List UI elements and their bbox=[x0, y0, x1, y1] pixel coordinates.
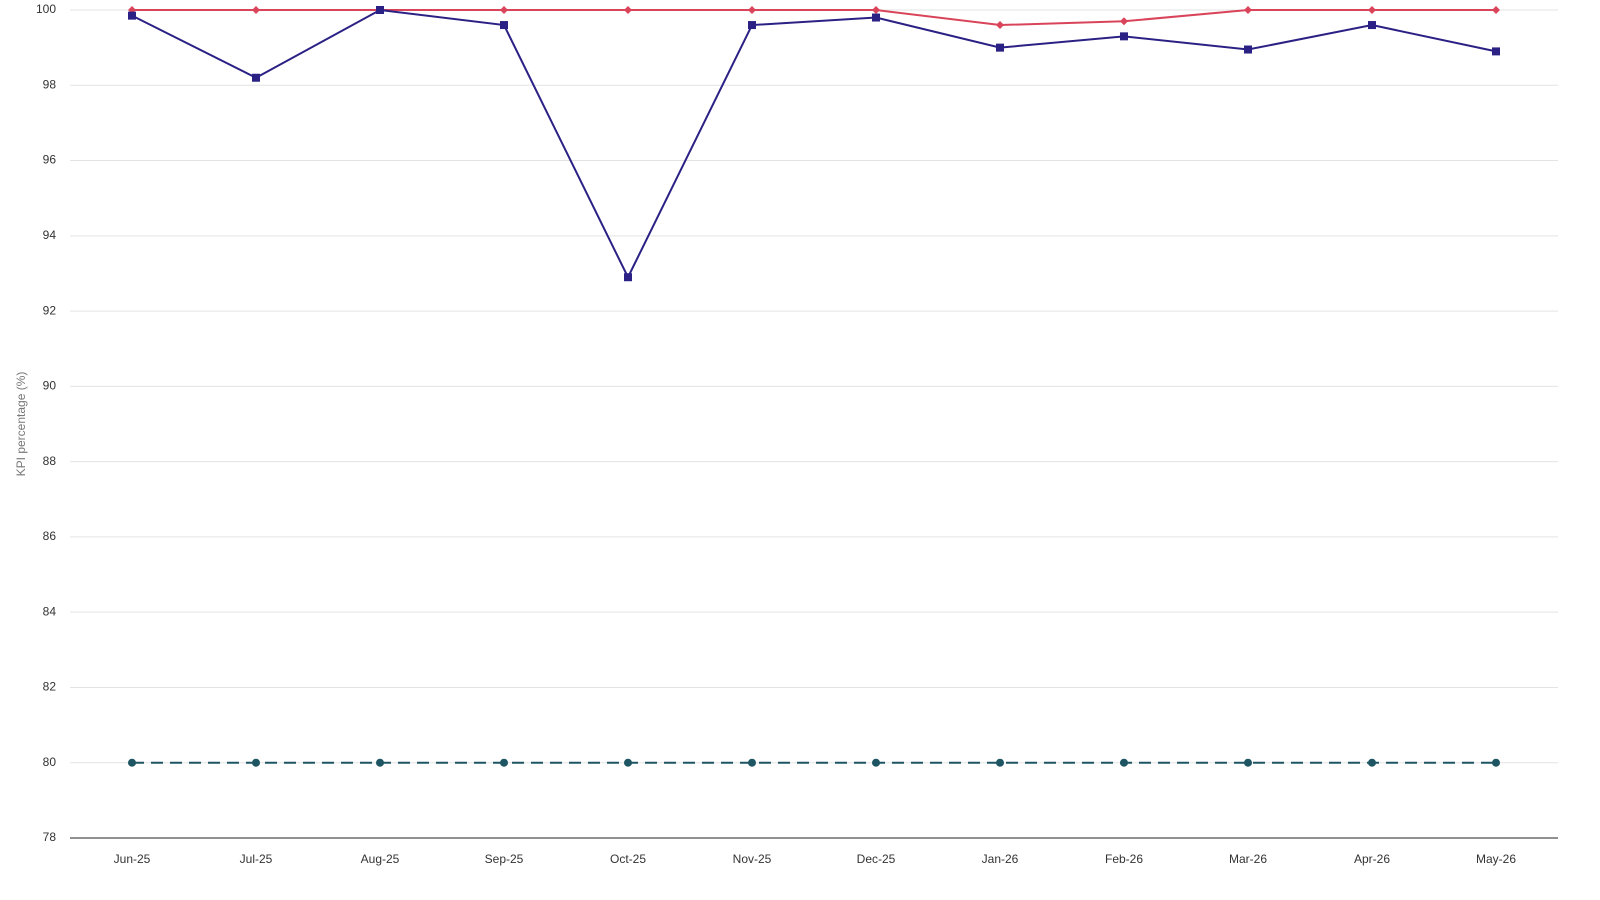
y-tick-label: 80 bbox=[43, 755, 57, 769]
x-tick-label: Oct-25 bbox=[610, 852, 646, 866]
x-tick-label: Jun-25 bbox=[114, 852, 151, 866]
point bbox=[376, 6, 384, 14]
series-line bbox=[132, 9, 1496, 27]
point bbox=[500, 6, 508, 14]
y-tick-label: 94 bbox=[43, 228, 57, 242]
point bbox=[128, 11, 136, 20]
point bbox=[1120, 758, 1128, 767]
point bbox=[252, 758, 260, 767]
point bbox=[872, 13, 880, 22]
x-tick-label: Jan-26 bbox=[982, 852, 1019, 866]
x-tick-label: Apr-26 bbox=[1354, 852, 1390, 866]
x-tick-label: Feb-26 bbox=[1105, 852, 1143, 866]
y-tick-label: 86 bbox=[43, 529, 57, 543]
point bbox=[1120, 32, 1128, 41]
point bbox=[624, 758, 632, 767]
point bbox=[1244, 45, 1252, 54]
y-tick-label: 84 bbox=[43, 604, 57, 618]
point bbox=[624, 6, 632, 14]
point bbox=[128, 758, 136, 767]
x-tick-label: Aug-25 bbox=[361, 852, 400, 866]
y-tick-label: 98 bbox=[43, 77, 57, 91]
point bbox=[996, 43, 1004, 52]
y-tick-label: 90 bbox=[43, 379, 57, 393]
point bbox=[872, 6, 880, 14]
x-tick-label: Nov-25 bbox=[733, 852, 772, 866]
series-line bbox=[131, 8, 1497, 280]
point bbox=[996, 758, 1004, 767]
point bbox=[748, 6, 756, 14]
point bbox=[624, 273, 632, 282]
point bbox=[252, 73, 260, 82]
point bbox=[748, 21, 756, 30]
y-axis-label: KPI percentage (%) bbox=[14, 372, 28, 477]
x-tick-label: Jul-25 bbox=[240, 852, 273, 866]
y-tick-label: 88 bbox=[43, 454, 57, 468]
point bbox=[1244, 6, 1252, 14]
point bbox=[500, 21, 508, 30]
y-tick-label: 82 bbox=[43, 680, 57, 694]
point bbox=[748, 758, 756, 767]
point bbox=[1492, 47, 1500, 56]
y-tick-label: 78 bbox=[43, 830, 57, 844]
point bbox=[1492, 6, 1500, 14]
x-tick-label: Sep-25 bbox=[485, 852, 524, 866]
y-tick-label: 100 bbox=[36, 2, 56, 16]
point bbox=[1120, 17, 1128, 26]
point bbox=[1492, 758, 1500, 767]
point bbox=[996, 21, 1004, 30]
point bbox=[872, 758, 880, 767]
point bbox=[1368, 758, 1376, 767]
point bbox=[1244, 758, 1252, 767]
point bbox=[500, 758, 508, 767]
point bbox=[1368, 6, 1376, 14]
y-tick-label: 92 bbox=[43, 303, 57, 317]
point bbox=[376, 758, 384, 767]
point bbox=[252, 6, 260, 14]
x-tick-label: Dec-25 bbox=[857, 852, 896, 866]
x-tick-label: Mar-26 bbox=[1229, 852, 1267, 866]
y-tick-label: 96 bbox=[43, 153, 57, 167]
x-tick-label: May-26 bbox=[1476, 852, 1516, 866]
point bbox=[1368, 21, 1376, 30]
